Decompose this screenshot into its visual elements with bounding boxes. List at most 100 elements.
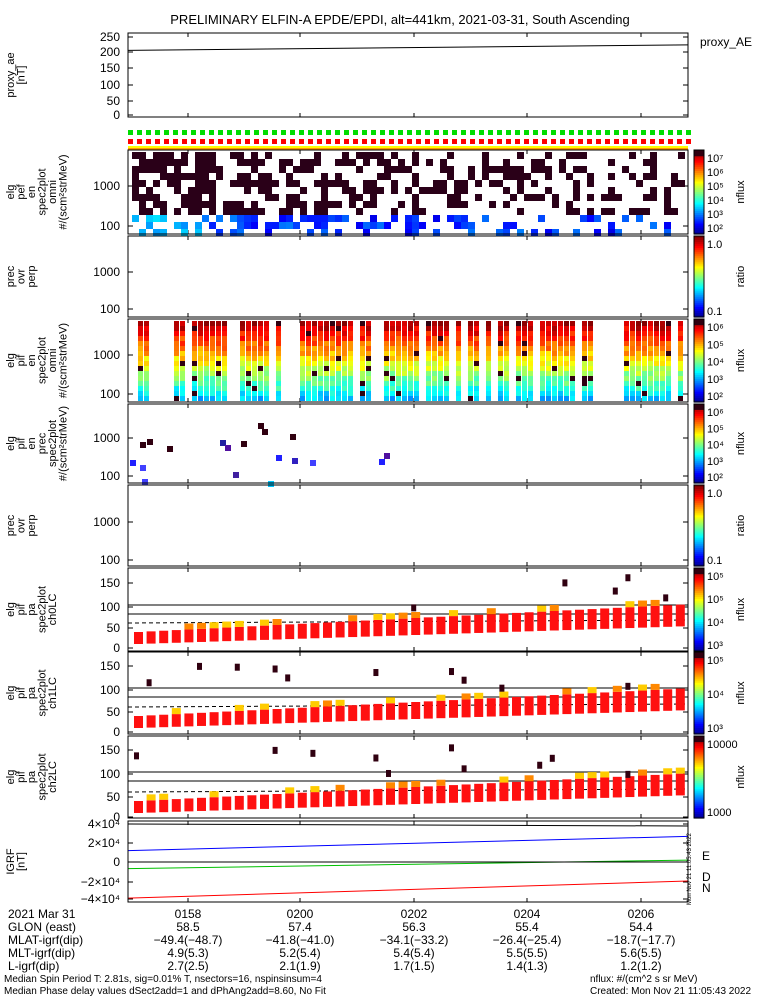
- heat-cell-pif: [336, 326, 341, 331]
- flag-red: [245, 139, 250, 144]
- flag-red: [470, 139, 475, 144]
- heat-cell-pif: [180, 356, 185, 361]
- cbar-cell-pa_ch1: [694, 688, 704, 692]
- heat-cell-pif: [468, 346, 473, 351]
- heat-cell-pif: [192, 386, 197, 391]
- heat-cell-pef: [468, 229, 475, 236]
- heat-cell-pif: [498, 341, 503, 346]
- pa-bar-pa_ch2: [663, 774, 673, 796]
- heat-cell-pef: [664, 229, 671, 236]
- heat-cell-pif: [648, 376, 653, 381]
- flag-green: [173, 130, 178, 135]
- heat-cell-pif: [240, 361, 245, 366]
- heat-cell-pif: [360, 381, 365, 386]
- ylabel-pif_ratio-2: perp: [26, 514, 38, 536]
- heat-cell-pef: [405, 166, 412, 173]
- pa-cap-pa_ch2: [146, 794, 156, 801]
- heat-cell-pef: [503, 159, 510, 166]
- heat-cell-pif: [522, 381, 527, 386]
- heat-cell-pif: [144, 396, 149, 401]
- flag-green: [317, 130, 322, 135]
- heat-cell-pif: [342, 381, 347, 386]
- cbar-cell-elf_pif_prec: [694, 439, 704, 443]
- x-row-1-value: −49.4(−48.7): [153, 933, 223, 947]
- pa-bar-pa_ch1: [310, 707, 320, 723]
- flag-red: [209, 139, 214, 144]
- heat-cell-pif: [174, 361, 179, 366]
- heat-cell-pef: [230, 215, 237, 222]
- heat-cell-pef: [482, 215, 489, 222]
- heat-cell-pif: [528, 386, 533, 391]
- heat-cell-pif: [414, 356, 419, 361]
- heat-cell-pif: [174, 341, 179, 346]
- heat-cell-pef: [300, 215, 307, 222]
- heat-cell-pif: [516, 331, 521, 336]
- heat-cell-pif: [546, 366, 551, 371]
- heat-cell-pef: [181, 229, 188, 236]
- heat-cell-pif: [528, 336, 533, 341]
- heat-cell-pef: [153, 166, 160, 173]
- heat-cell-pif: [474, 391, 479, 396]
- heat-cell-pef: [503, 187, 510, 194]
- heat-cell-pif: [414, 396, 419, 401]
- flag-green: [326, 130, 331, 135]
- heat-cell-pif: [444, 376, 449, 381]
- heat-cell-pif: [138, 366, 143, 371]
- heat-cell-pif: [426, 321, 431, 326]
- cbar-cell-elf_pif_prec: [694, 463, 704, 466]
- heat-cell-pif: [300, 321, 305, 326]
- pa-bar-pa_ch2: [171, 799, 181, 812]
- heat-cell-pifprec: [225, 445, 231, 451]
- pa-bar-pa_ch1: [159, 714, 169, 728]
- heat-cell-pif: [342, 391, 347, 396]
- proxy-ae-right-label: proxy_AE: [700, 35, 752, 49]
- heat-cell-pif: [666, 346, 671, 351]
- heat-cell-pif: [444, 386, 449, 391]
- heat-cell-pef: [146, 194, 153, 201]
- heat-cell-pif: [648, 321, 653, 326]
- heat-cell-pif: [366, 386, 371, 391]
- heat-cell-pef: [643, 194, 650, 201]
- heat-cell-pif: [468, 321, 473, 326]
- flag-red: [632, 139, 637, 144]
- heat-cell-pif: [570, 371, 575, 376]
- heat-cell-pif: [240, 321, 245, 326]
- heat-cell-pef: [671, 208, 678, 215]
- cbar-cell-elf_pif_prec: [694, 461, 704, 464]
- heat-cell-pef: [405, 215, 412, 222]
- pa-bar-pa_ch1: [209, 712, 219, 726]
- heat-cell-pif: [654, 356, 659, 361]
- heat-cell-pif: [246, 381, 251, 386]
- heat-cell-pif: [180, 336, 185, 341]
- cbar-cell-pif_ratio: [694, 503, 704, 506]
- cbar-cell-elf_pef: [694, 162, 704, 166]
- heat-cell-pif: [654, 341, 659, 346]
- cbar-cell-pa_ch1: [694, 731, 704, 735]
- heat-cell-pif: [216, 351, 221, 356]
- pa-cap-pa_ch2: [575, 772, 584, 779]
- heat-cell-pif: [138, 391, 143, 396]
- heat-cell-pif: [522, 341, 527, 346]
- heat-cell-pif: [648, 346, 653, 351]
- heat-cell-pif: [498, 356, 503, 361]
- heat-cell-pif: [522, 366, 527, 371]
- heat-cell-pif: [468, 341, 473, 346]
- cbar-cell-pa_ch0: [694, 590, 704, 594]
- heat-cell-pef: [132, 187, 139, 194]
- heat-cell-pif: [438, 386, 443, 391]
- heat-cell-pif: [474, 376, 479, 381]
- igrf-line-N: [127, 835, 689, 852]
- ytick-elf_pif_prec-0: 1000: [93, 431, 120, 445]
- heat-cell-pef: [195, 222, 202, 229]
- heat-cell-pif: [204, 381, 209, 386]
- cbar-cell-pef_ratio: [694, 288, 704, 292]
- heat-cell-pif: [246, 321, 251, 326]
- flag-green: [461, 130, 466, 135]
- pa-cap-pa_ch0: [449, 610, 458, 617]
- heat-cell-pif: [474, 336, 479, 341]
- heat-cell-pif: [312, 386, 317, 391]
- heat-cell-pif: [486, 386, 491, 391]
- heat-cell-pif: [666, 371, 671, 376]
- heat-cell-pif: [180, 366, 185, 371]
- heat-cell-pif: [498, 381, 503, 386]
